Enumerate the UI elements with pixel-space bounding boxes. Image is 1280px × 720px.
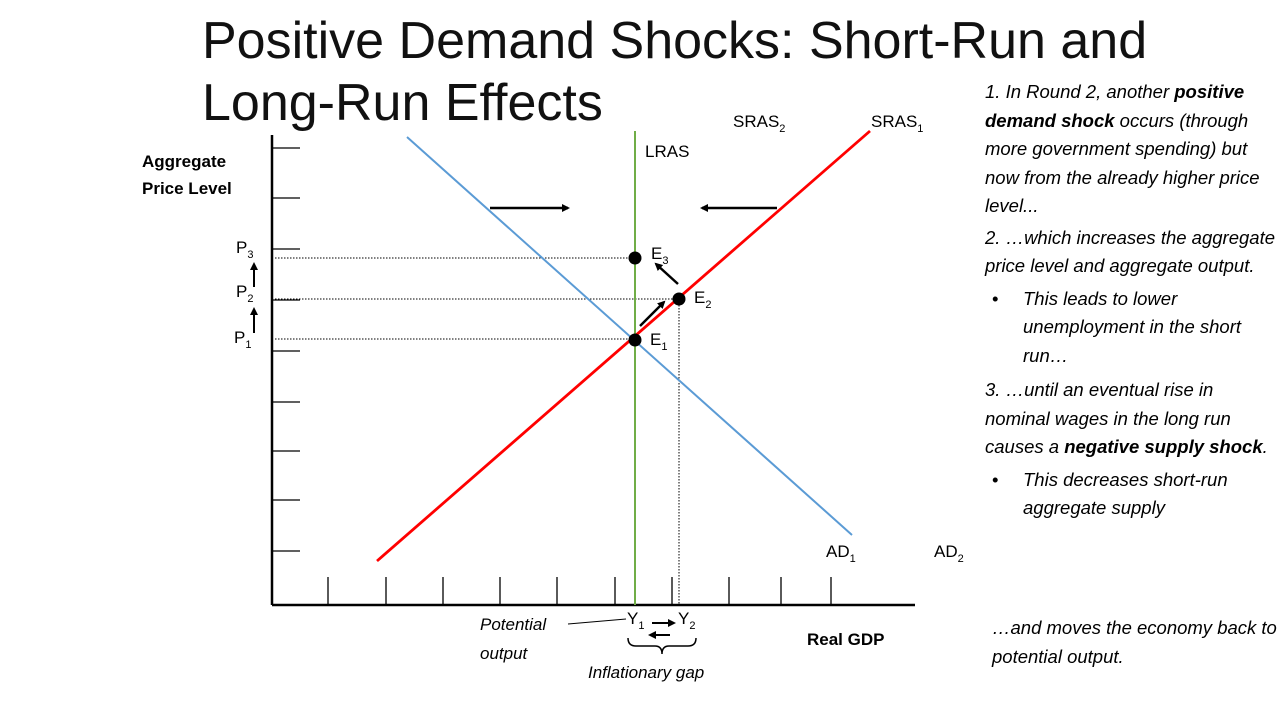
p3-label: P3 bbox=[236, 238, 253, 261]
e1-to-e2-arrow bbox=[639, 300, 666, 327]
note-3: 3. …until an eventual rise in nominal wa… bbox=[985, 376, 1275, 462]
note-1-post: occurs (through more government spending… bbox=[985, 109, 1260, 217]
e1-label-base: E bbox=[650, 330, 661, 349]
note-bullet-2: • This decreases short-run aggregate supp… bbox=[985, 466, 1275, 523]
lras-label: LRAS bbox=[645, 142, 689, 161]
note-3-pre: 3. …until an eventual rise in nominal wa… bbox=[985, 379, 1231, 457]
potential-output-label-line1: Potential bbox=[480, 615, 547, 634]
note-1: 1. In Round 2, another positive demand s… bbox=[985, 78, 1275, 221]
ad2-label-base: AD bbox=[934, 542, 958, 561]
ad1-curve bbox=[406, 136, 853, 536]
y-axis-label-line2: Price Level bbox=[142, 179, 232, 198]
explanation-notes: 1. In Round 2, another positive demand s… bbox=[985, 78, 1275, 529]
potential-output-pointer bbox=[567, 618, 627, 625]
p1-label-sub: 1 bbox=[245, 339, 251, 351]
note-bullet-2-text: This decreases short-run aggregate suppl… bbox=[1023, 468, 1228, 519]
note-2: 2. …which increases the aggregate price … bbox=[985, 226, 1276, 277]
p3-label-base: P bbox=[236, 238, 247, 257]
e2-label: E2 bbox=[694, 288, 711, 311]
bullet-dot: • bbox=[992, 287, 999, 309]
x-axis-label: Real GDP bbox=[807, 630, 884, 649]
sras1-label-base: SRAS bbox=[871, 112, 917, 131]
y-axis-label-line1: Aggregate bbox=[142, 152, 226, 171]
ad2-label-sub: 2 bbox=[958, 553, 964, 565]
y2-label-sub: 2 bbox=[689, 620, 695, 632]
note-1-bold: positive demand shock bbox=[985, 81, 1245, 131]
p2-label-sub: 2 bbox=[247, 293, 253, 305]
ad1-label-base: AD bbox=[826, 542, 850, 561]
e1-label: E1 bbox=[650, 330, 667, 353]
inflationary-gap-brace bbox=[627, 637, 697, 655]
y2-label-base: Y bbox=[678, 609, 689, 628]
sras2-label: SRAS2 bbox=[733, 112, 785, 135]
e2-label-base: E bbox=[694, 288, 705, 307]
e2-label-sub: 2 bbox=[705, 299, 711, 311]
title-line-1: Positive Demand Shocks: Short-Run and bbox=[202, 12, 1148, 70]
title-line-2: Long-Run Effects bbox=[202, 74, 603, 132]
y1-label-base: Y bbox=[627, 609, 638, 628]
ad1-label-sub: 1 bbox=[850, 553, 856, 565]
sras1-label: SRAS1 bbox=[871, 112, 923, 135]
e2-point bbox=[672, 292, 686, 306]
guide-lines bbox=[275, 257, 680, 605]
p1-label-base: P bbox=[234, 328, 245, 347]
y2-label: Y2 bbox=[678, 609, 695, 632]
p2-label-base: P bbox=[236, 282, 247, 301]
sras1-curve bbox=[376, 129, 871, 563]
p2-label: P2 bbox=[236, 282, 253, 305]
e3-label: E3 bbox=[651, 244, 668, 267]
e2-to-e3-arrow bbox=[654, 262, 679, 285]
note-bullet-1-text: This leads to lower unemployment in the … bbox=[1023, 287, 1242, 366]
ad2-label: AD2 bbox=[934, 542, 964, 565]
sras1-label-sub: 1 bbox=[917, 123, 923, 135]
note-3-bold: negative supply shock bbox=[1064, 436, 1263, 457]
potential-output-label-line2: output bbox=[480, 644, 529, 663]
closing-note: …and moves the economy back to potential… bbox=[992, 617, 1277, 667]
y1-label-sub: 1 bbox=[638, 620, 644, 632]
ad1-label: AD1 bbox=[826, 542, 856, 565]
note-bullet-1: • This leads to lower unemployment in the… bbox=[985, 285, 1275, 371]
inflationary-gap-label: Inflationary gap bbox=[588, 663, 704, 682]
p3-label-sub: 3 bbox=[247, 249, 253, 261]
e3-label-base: E bbox=[651, 244, 662, 263]
sras2-label-base: SRAS bbox=[733, 112, 779, 131]
bullet-dot: • bbox=[992, 468, 999, 490]
y1-label: Y1 bbox=[627, 609, 644, 632]
y-axis-ticks bbox=[272, 147, 300, 552]
e3-point bbox=[628, 251, 642, 265]
e3-label-sub: 3 bbox=[662, 255, 668, 267]
e1-point bbox=[628, 333, 642, 347]
sras2-label-sub: 2 bbox=[779, 123, 785, 135]
x-axis-ticks bbox=[327, 577, 832, 605]
slide-title: Positive Demand Shocks: Short-Run and Lo… bbox=[202, 10, 1280, 134]
note-3-post: . bbox=[1262, 436, 1268, 457]
note-1-pre: 1. In Round 2, another bbox=[985, 81, 1175, 102]
e1-label-sub: 1 bbox=[661, 341, 667, 353]
p1-label: P1 bbox=[234, 328, 251, 351]
